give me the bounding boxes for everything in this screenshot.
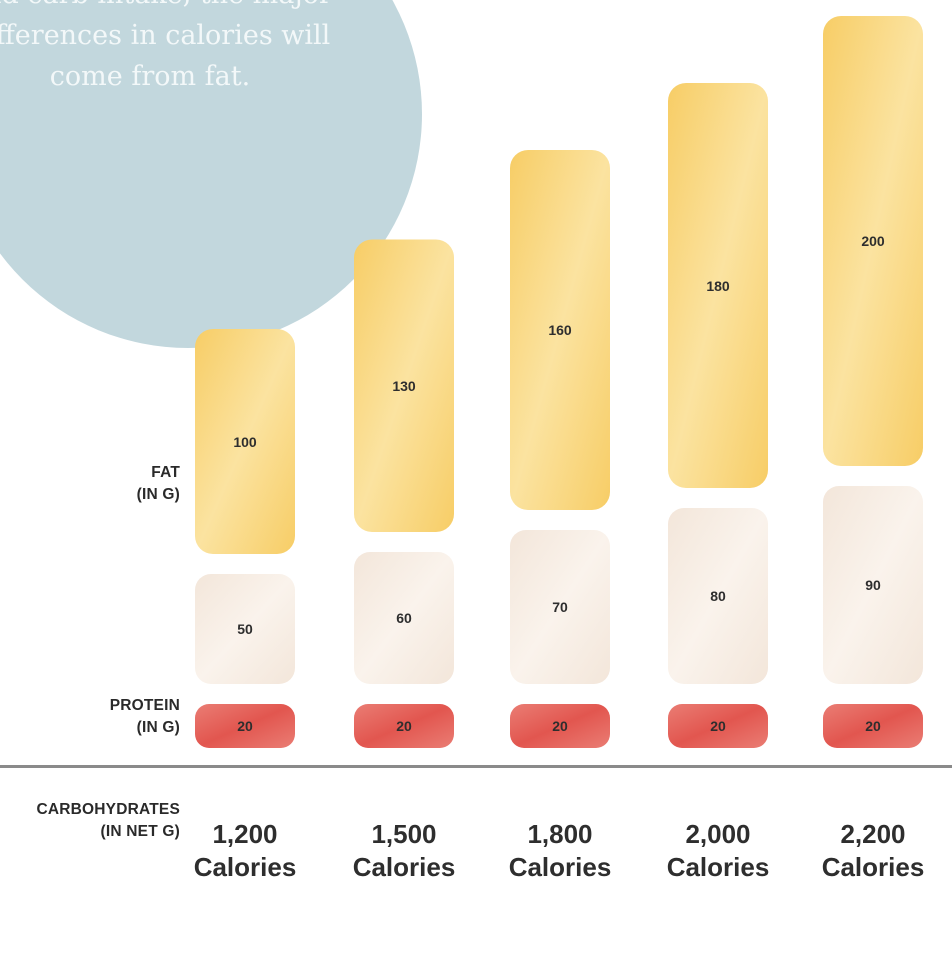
callout-text: Because there isn’t much wiggle room wit…	[0, 0, 332, 92]
x-axis-line	[0, 765, 952, 768]
bar-label-protein-1: 60	[396, 610, 412, 626]
category-label-0-line-1: Calories	[193, 852, 297, 882]
callout-bubble: Because there isn’t much wiggle room wit…	[0, 0, 422, 348]
row-label-carbs-unit: (IN NET G)	[100, 823, 180, 840]
bar-carbs-0	[195, 704, 295, 748]
bar-protein-2	[510, 530, 610, 684]
bar-label-carbs-1: 20	[396, 718, 412, 734]
category-label-4-line-1: Calories	[821, 852, 925, 882]
bar-carbs-2	[510, 704, 610, 748]
category-label-1: 1,500 Calories	[329, 818, 479, 884]
bar-protein-4	[823, 486, 923, 684]
bar-label-carbs-0: 20	[237, 718, 253, 734]
bar-label-protein-2: 70	[552, 599, 568, 615]
category-label-2-line-1: Calories	[508, 852, 612, 882]
row-label-fat-title: FAT	[151, 464, 180, 481]
bar-fat-0	[195, 329, 295, 554]
category-label-3-line-0: 2,000	[685, 819, 751, 849]
category-label-1-line-0: 1,500	[371, 819, 437, 849]
bar-label-protein-4: 90	[865, 577, 881, 593]
category-label-1-line-1: Calories	[352, 852, 456, 882]
bar-fat-1	[354, 239, 454, 532]
bar-label-carbs-3: 20	[710, 718, 726, 734]
bar-label-fat-0: 100	[233, 433, 257, 450]
bar-protein-0	[195, 574, 295, 684]
row-label-fat: FAT (IN G)	[137, 462, 180, 506]
row-label-fat-unit: (IN G)	[136, 486, 180, 503]
row-label-carbs-title: CARBOHYDRATES	[36, 801, 180, 818]
bar-label-fat-2: 160	[548, 322, 572, 338]
bar-label-protein-0: 50	[237, 621, 253, 637]
bar-carbs-3	[668, 704, 768, 748]
category-label-0-line-0: 1,200	[212, 819, 278, 849]
bar-label-carbs-2: 20	[552, 718, 568, 734]
bar-label-fat-1: 130	[392, 377, 416, 394]
row-label-carbs: CARBOHYDRATES (IN NET G)	[36, 799, 180, 843]
category-label-3: 2,000 Calories	[643, 818, 793, 884]
bar-protein-3	[668, 508, 768, 684]
row-label-protein: PROTEIN (IN G)	[110, 695, 180, 739]
bar-label-fat-3: 180	[706, 277, 730, 294]
category-label-4: 2,200 Calories	[798, 818, 948, 884]
bar-fat-4	[823, 16, 923, 466]
row-label-protein-unit: (IN G)	[136, 719, 180, 736]
bar-label-carbs-4: 20	[865, 718, 881, 734]
category-label-0: 1,200 Calories	[170, 818, 320, 884]
category-label-4-line-0: 2,200	[840, 819, 906, 849]
bar-label-protein-3: 80	[710, 588, 726, 604]
category-label-2: 1,800 Calories	[485, 818, 635, 884]
bar-carbs-4	[823, 704, 923, 748]
bar-label-fat-4: 200	[861, 233, 885, 249]
row-label-protein-title: PROTEIN	[109, 697, 180, 714]
bar-carbs-1	[354, 704, 454, 748]
bar-fat-3	[668, 83, 768, 488]
bar-protein-1	[354, 552, 454, 684]
bar-fat-2	[510, 150, 610, 510]
category-label-3-line-1: Calories	[666, 852, 770, 882]
category-label-2-line-0: 1,800	[527, 819, 593, 849]
